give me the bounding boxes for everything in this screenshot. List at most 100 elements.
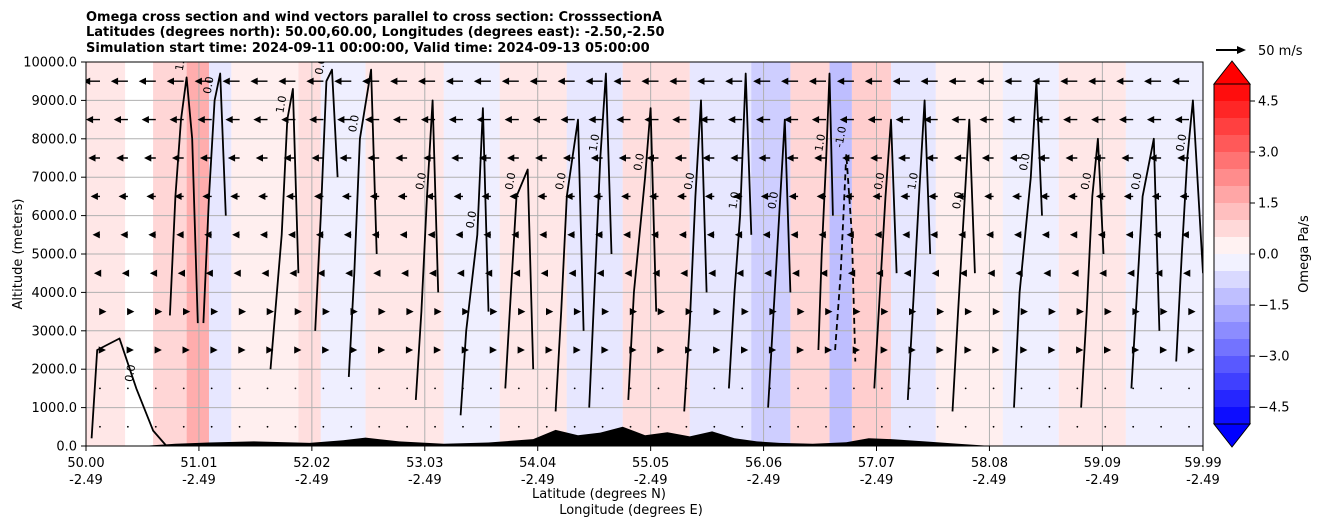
wind-vector-7-12 [423,154,436,162]
wind-vector-3-27 [853,307,861,316]
wind-vector-1-4 [210,387,213,390]
colorbar-segment--1.0 [1214,271,1250,288]
wind-vector-4-26 [820,269,828,277]
y-tick-label-2: 2000.0 [32,363,78,378]
wind-vector-5-5 [232,231,240,239]
wind-vector-5-8 [315,231,324,239]
wind-vector-6-0 [90,192,100,201]
wind-vector-4-13 [456,269,465,277]
wind-vector-9-6 [250,77,268,85]
wind-vector-0-18 [601,425,604,428]
wind-vector-3-17 [573,307,582,316]
wind-vector-4-29 [903,269,911,277]
wind-vector-4-6 [261,269,269,277]
wind-vector-3-14 [490,307,498,316]
contour-label-0: 0.0 [122,363,138,382]
wind-vector-2-37 [1131,346,1140,354]
wind-vector-5-20 [651,231,659,239]
wind-vector-0-38 [1160,425,1163,428]
wind-vector-4-25 [792,269,800,277]
wind-vector-2-38 [1159,346,1168,354]
wind-vector-2-9 [350,346,358,354]
wind-vector-2-15 [517,346,525,354]
wind-vector-9-24 [753,77,771,85]
wind-vector-7-9 [339,154,352,162]
wind-vector-7-38 [1149,154,1162,162]
wind-vector-7-18 [590,154,603,162]
wind-vector-3-32 [992,307,1001,316]
wind-vector-1-24 [769,387,772,390]
wind-vector-8-24 [756,115,771,124]
wind-vector-2-35 [1076,346,1084,354]
wind-vector-4-10 [373,269,381,277]
wind-vector-3-23 [741,307,749,316]
wind-vector-2-3 [182,346,190,354]
wind-vector-1-6 [266,387,269,390]
wind-vector-8-21 [672,115,687,124]
wind-vector-7-31 [953,154,966,162]
wind-vector-2-26 [824,346,833,354]
wind-vector-5-38 [1153,231,1162,239]
wind-vector-9-1 [110,77,128,85]
wind-vector-5-21 [678,231,687,239]
wind-vector-5-31 [958,231,966,239]
x-tick-label-lon-3: -2.49 [408,473,442,488]
wind-vector-3-15 [518,307,526,316]
chart-title-line-1: Omega cross section and wind vectors par… [86,10,662,25]
wind-vector-8-34 [1035,115,1050,124]
contour-label-5: 0.0 [346,114,362,133]
wind-vector-2-24 [768,346,777,354]
wind-vector-0-1 [126,425,129,428]
wind-vector-3-37 [1132,307,1140,316]
wind-vector-8-27 [839,115,854,124]
wind-vector-0-16 [545,425,548,428]
wind-vector-9-14 [473,77,491,85]
wind-vector-6-2 [146,192,156,201]
wind-vector-2-18 [601,346,609,354]
wind-vector-9-26 [808,77,826,85]
wind-vector-2-32 [992,346,1000,354]
terrain [86,426,1203,446]
wind-vector-1-17 [573,387,576,390]
colorbar-segment-4.5 [1214,84,1250,101]
wind-vector-8-13 [448,115,463,124]
wind-vector-4-14 [484,269,493,277]
wind-vector-9-20 [641,77,659,85]
wind-vector-0-19 [629,425,632,428]
colorbar-segment--3.0 [1214,339,1250,356]
wind-vector-8-31 [951,115,966,124]
y-tick-label-8: 8000.0 [32,132,78,147]
wind-vector-1-3 [182,387,185,390]
x-tick-label-lon-2: -2.49 [295,473,329,488]
wind-vector-2-20 [657,346,665,354]
x-tick-label-lat-9: 59.09 [1084,456,1121,471]
wind-vector-2-12 [433,346,442,354]
wind-vector-3-36 [1104,307,1112,316]
wind-vector-9-13 [445,77,463,85]
wind-vector-8-2 [141,115,156,124]
x-tick-label-lon-10: -2.49 [1186,473,1220,488]
wind-vector-7-24 [758,154,771,162]
wind-vector-5-37 [1125,231,1134,239]
wind-vector-6-8 [314,192,324,201]
wind-vector-6-14 [481,192,491,201]
wind-vector-1-7 [294,387,297,390]
gridlines [86,62,1203,446]
contour-label-20: 0.0 [1017,152,1033,171]
wind-vector-4-34 [1043,269,1051,277]
wind-vector-5-7 [288,231,296,239]
wind-vector-7-15 [507,154,519,162]
contour-line-17 [873,118,898,389]
wind-vector-2-31 [964,346,972,354]
wind-vector-5-1 [120,231,128,239]
wind-vector-6-20 [649,192,659,201]
wind-vector-1-5 [238,387,241,390]
wind-vector-5-3 [176,231,184,239]
terrain-fill [86,426,1203,446]
wind-vector-7-25 [786,154,799,162]
colorbar-tick-label-6: −4.5 [1258,401,1290,416]
wind-vector-8-8 [309,115,324,124]
wind-vector-3-20 [657,307,665,316]
wind-vector-3-35 [1076,307,1084,316]
wind-vector-4-9 [345,269,353,277]
